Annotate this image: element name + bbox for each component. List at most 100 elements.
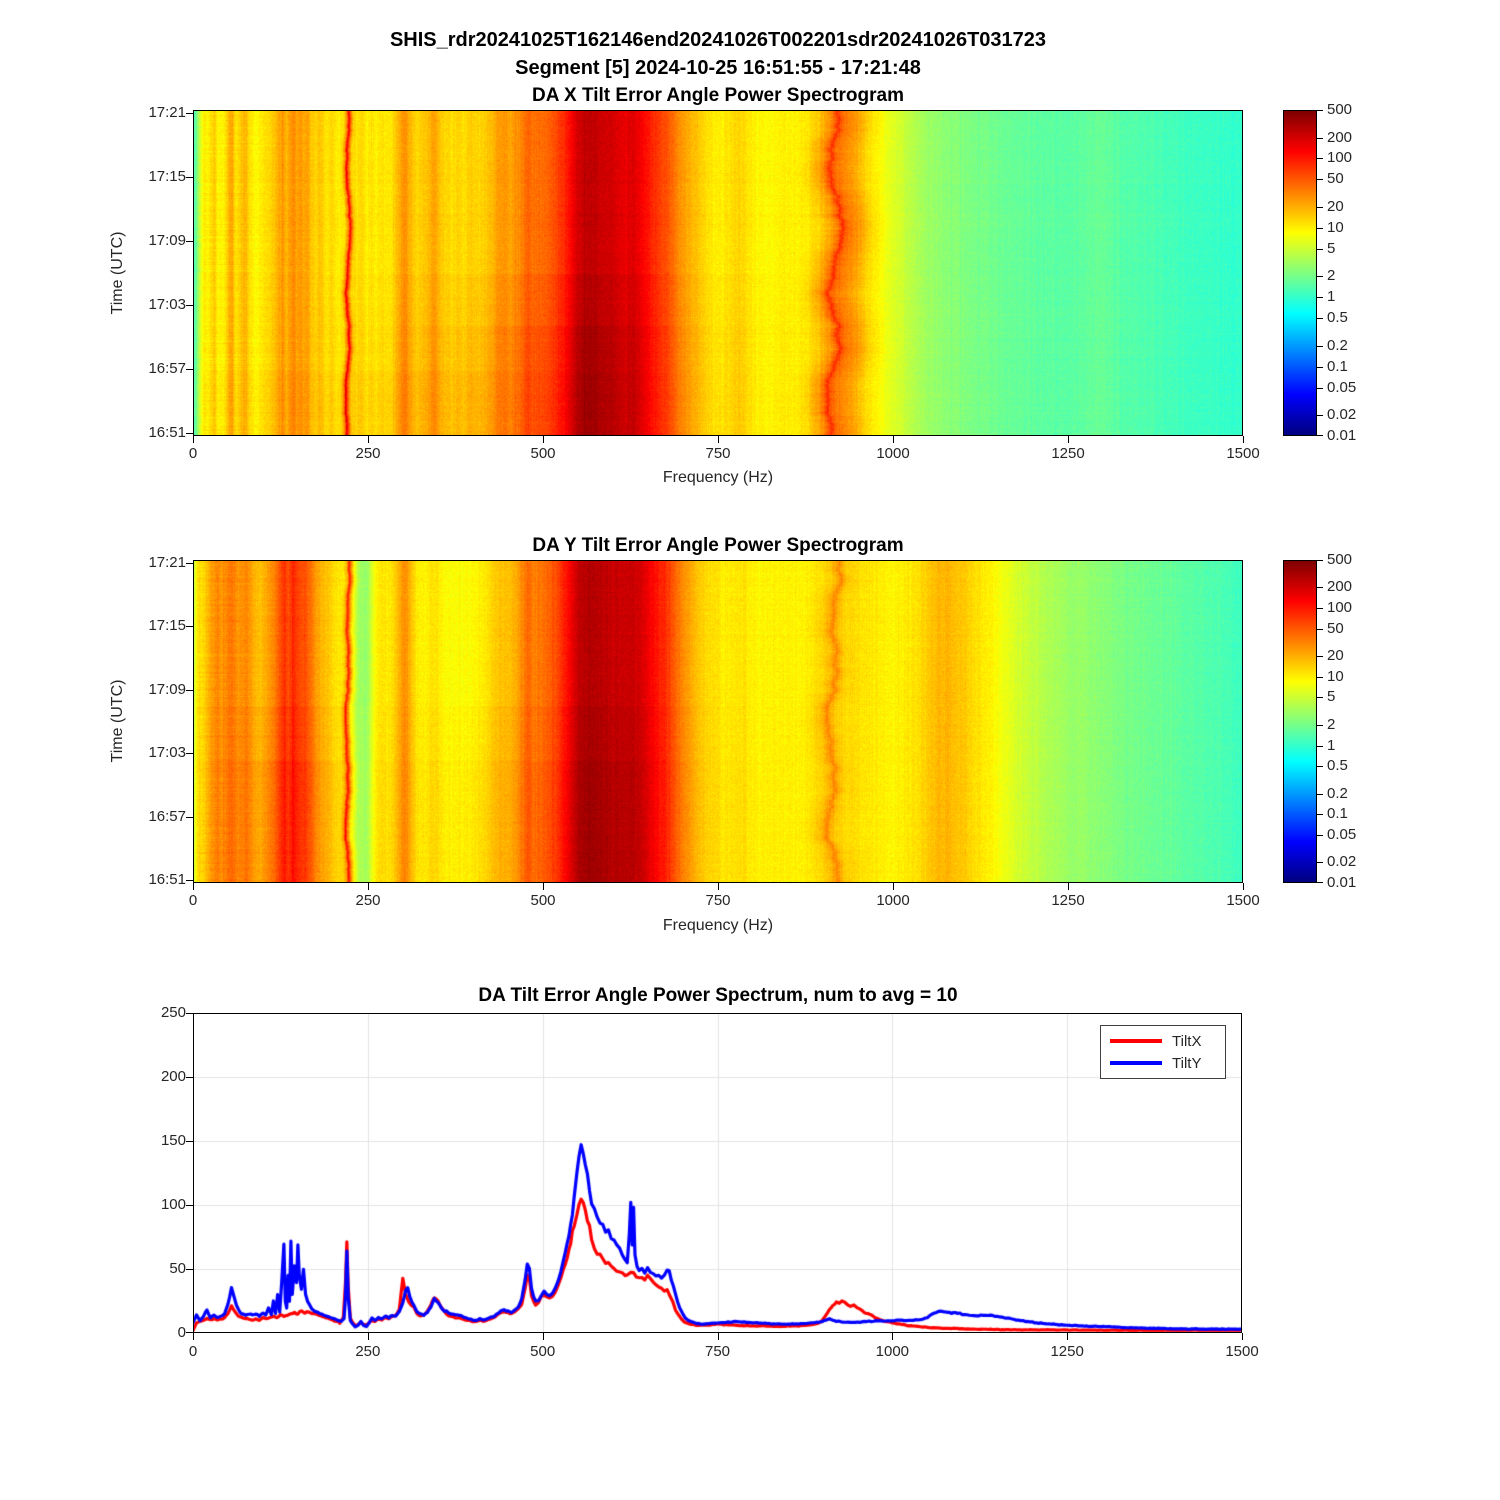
spectrogram-x-colorbar-tick — [1317, 110, 1323, 111]
spectrum-chart-title: DA Tilt Error Angle Power Spectrum, num … — [478, 985, 958, 1006]
spectrum-ytick — [186, 1077, 193, 1078]
spectrogram-x-colorbar-tick-label: 0.01 — [1327, 427, 1357, 444]
spectrogram-x-colorbar-tick-label: 2 — [1327, 267, 1336, 285]
spectrogram-y-ytick — [186, 626, 193, 628]
spectrogram-y-colorbar-tick — [1317, 676, 1323, 678]
spectrum-ytick-label: 0 — [177, 1324, 186, 1341]
spectrogram-y-xtick-label: 500 — [530, 892, 556, 909]
spectrum-xtick-label: 250 — [355, 1343, 381, 1360]
spectrogram-x-colorbar-tick-label: 0.02 — [1327, 406, 1357, 424]
spectrogram-y-xtick — [543, 883, 544, 890]
spectrogram-x-xtick-label: 1250 — [1051, 445, 1085, 462]
spectrogram-x-xtick — [1068, 436, 1069, 443]
spectrogram-x-colorbar-tick — [1317, 318, 1323, 320]
spectrogram-x-xtick — [718, 436, 719, 443]
spectrogram-y-ytick — [186, 689, 193, 691]
spectrum-ytick — [186, 1332, 193, 1333]
spectrogram-x-colorbar-tick — [1317, 248, 1323, 250]
spectrogram-x-colorbar-tick-label: 0.1 — [1327, 357, 1348, 375]
spectrogram-x-colorbar-tick — [1317, 415, 1323, 417]
spectrogram-x-colorbar — [1283, 110, 1317, 436]
spectrogram-x-colorbar-tick — [1317, 276, 1323, 278]
legend: TiltX TiltY — [1100, 1025, 1226, 1079]
spectrogram-x-colorbar-tick-label: 500 — [1327, 101, 1353, 118]
spectrogram-y-colorbar-tick-label: 1 — [1327, 736, 1336, 754]
spectrogram-y-xtick-label: 250 — [355, 892, 381, 909]
spectrogram-x-colorbar-tick — [1317, 435, 1323, 436]
figure-title-line1: SHIS_rdr20241025T162146end20241026T00220… — [389, 29, 1047, 51]
spectrogram-y-colorbar-tick-label: 0.5 — [1327, 757, 1348, 775]
spectrogram-x-colorbar-tick-label: 50 — [1327, 170, 1344, 188]
spectrum-ytick-label: 250 — [160, 1004, 186, 1021]
spectrogram-y-colorbar-tick-label: 50 — [1327, 619, 1344, 637]
spectrogram-x-colorbar-tick-label: 0.5 — [1327, 309, 1348, 327]
spectrogram-x-heatmap — [193, 110, 1243, 436]
spectrogram-x-colorbar-tick — [1317, 158, 1323, 160]
spectrogram-x-colorbar-tick — [1317, 179, 1323, 181]
spectrogram-x-colorbar-tick — [1317, 366, 1323, 368]
spectrum-xtick-label: 1250 — [1050, 1343, 1084, 1360]
spectrogram-y-colorbar-tick-label: 0.2 — [1327, 784, 1348, 802]
spectrogram-x-ytick — [186, 369, 193, 370]
spectrogram-y-colorbar-tick — [1317, 628, 1323, 630]
spectrogram-y-colorbar — [1283, 560, 1317, 883]
spectrogram-y-xtick-label: 1000 — [876, 892, 910, 909]
spectrum-line-chart — [193, 1013, 1242, 1333]
figure-title-line2: Segment [5] 2024-10-25 16:51:55 - 17:21:… — [515, 57, 921, 79]
spectrogram-x-colorbar-tick — [1317, 227, 1323, 229]
spectrogram-y-colorbar-tick — [1317, 656, 1323, 658]
spectrogram-x-ytick — [186, 241, 193, 242]
spectrogram-y-ylabel: Time (UTC) — [109, 679, 126, 763]
spectrogram-y-ytick — [186, 563, 193, 564]
spectrogram-x-colorbar-tick-label: 200 — [1327, 128, 1353, 146]
spectrogram-x-ytick — [186, 113, 193, 114]
spectrogram-x-xtick-label: 500 — [530, 445, 556, 462]
spectrogram-x-colorbar-tick-label: 5 — [1327, 239, 1336, 257]
spectrogram-y-colorbar-tick-label: 5 — [1327, 688, 1336, 706]
spectrogram-y-heatmap — [193, 560, 1243, 883]
spectrogram-x-xtick — [543, 436, 544, 443]
spectrogram-x-colorbar-tick-label: 100 — [1327, 149, 1353, 167]
spectrum-ytick-label: 100 — [160, 1196, 186, 1213]
spectrogram-x-colorbar-tick — [1317, 206, 1323, 208]
spectrogram-x-colorbar-tick — [1317, 345, 1323, 347]
spectrogram-y-colorbar-tick-label: 200 — [1327, 578, 1353, 596]
spectrogram-y-ytick-label: 16:51 — [148, 871, 186, 888]
spectrogram-x-xlabel: Frequency (Hz) — [662, 469, 774, 486]
spectrogram-x-xtick-label: 0 — [188, 445, 198, 462]
spectrogram-x-xtick — [893, 436, 894, 443]
spectrogram-x-ytick-label: 16:51 — [148, 424, 186, 441]
spectrum-xtick-label: 1000 — [875, 1343, 910, 1360]
spectrogram-y-xtick — [368, 883, 369, 890]
spectrogram-y-colorbar-tick — [1317, 882, 1323, 883]
spectrogram-y-xtick — [1068, 883, 1069, 890]
spectrogram-y-colorbar-tick — [1317, 697, 1323, 699]
spectrogram-x-colorbar-tick-label: 20 — [1327, 197, 1344, 215]
spectrogram-y-xtick-label: 750 — [705, 892, 731, 909]
spectrogram-y-colorbar-tick-label: 0.1 — [1327, 805, 1348, 823]
spectrogram-y-colorbar-tick — [1317, 834, 1323, 836]
spectrogram-y-xtick — [718, 883, 719, 890]
spectrum-xtick — [1242, 1333, 1243, 1340]
spectrogram-y-ytick-label: 17:15 — [148, 617, 186, 635]
spectrogram-x-colorbar-tick-label: 10 — [1327, 218, 1344, 236]
spectrogram-x-xtick — [368, 436, 369, 443]
spectrogram-y-colorbar-tick-label: 10 — [1327, 667, 1344, 685]
spectrogram-y-colorbar-tick — [1317, 608, 1323, 610]
spectrum-ytick — [186, 1269, 193, 1270]
legend-tilty-line-sample — [1110, 1061, 1162, 1065]
spectrogram-x-ytick-label: 17:15 — [148, 168, 186, 185]
spectrogram-y-colorbar-tick-label: 500 — [1327, 551, 1353, 568]
spectrogram-x-xtick-label: 250 — [355, 445, 381, 462]
spectrogram-y-ytick — [186, 880, 193, 881]
spectrum-ytick-label: 50 — [169, 1260, 186, 1277]
spectrogram-x-xtick — [1243, 436, 1244, 443]
spectrogram-x-colorbar-tick — [1317, 297, 1323, 299]
spectrogram-y-ytick-label: 16:57 — [148, 807, 186, 825]
spectrogram-x-ytick-label: 17:03 — [148, 296, 186, 313]
spectrum-xtick — [193, 1333, 194, 1340]
spectrum-xtick-label: 0 — [188, 1343, 198, 1360]
spectrum-ytick — [186, 1141, 193, 1142]
spectrogram-x-xtick — [193, 436, 194, 443]
